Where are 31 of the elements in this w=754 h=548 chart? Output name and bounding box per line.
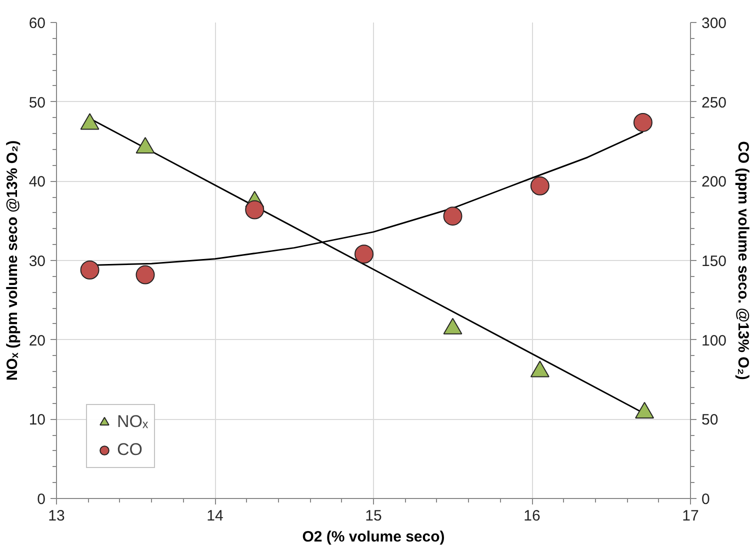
point	[530, 176, 550, 196]
y-tick-label: 60	[28, 15, 46, 32]
x-tick-label: 13	[48, 508, 65, 524]
y2-tick-label: 100	[702, 332, 727, 350]
point	[633, 112, 652, 132]
y-tick-label: 10	[28, 412, 46, 429]
y2-tick-label: 0	[702, 491, 710, 508]
x-tick-label: 16	[524, 508, 540, 524]
y2-tick-label: 250	[702, 94, 727, 112]
y-tick-label: 0	[37, 491, 46, 508]
legend-label: CO	[117, 440, 142, 460]
point	[80, 260, 100, 280]
y-tick-label: 40	[28, 174, 46, 191]
point	[245, 200, 264, 220]
point	[354, 244, 374, 264]
y2-tick-label: 150	[702, 253, 727, 270]
y-tick-label: 50	[28, 94, 46, 112]
y2-axis-title: CO (ppm volume seco. @13% O₂)	[734, 141, 752, 380]
point	[136, 265, 155, 284]
y-tick-label: 30	[28, 253, 46, 270]
x-axis-title: O2 (% volume seco)	[302, 528, 445, 546]
y-tick-label: 20	[28, 332, 46, 350]
x-tick-label: 15	[365, 508, 382, 524]
legend-label: NOₓ	[117, 412, 148, 432]
point	[443, 206, 462, 226]
y2-tick-label: 300	[702, 15, 727, 32]
y-axis-title: NOₓ (ppm volume seco @13% O₂)	[4, 140, 21, 381]
x-tick-label: 17	[682, 508, 699, 524]
y2-tick-label: 50	[702, 412, 718, 429]
y2-tick-label: 200	[702, 174, 727, 191]
x-tick-label: 14	[206, 508, 224, 524]
